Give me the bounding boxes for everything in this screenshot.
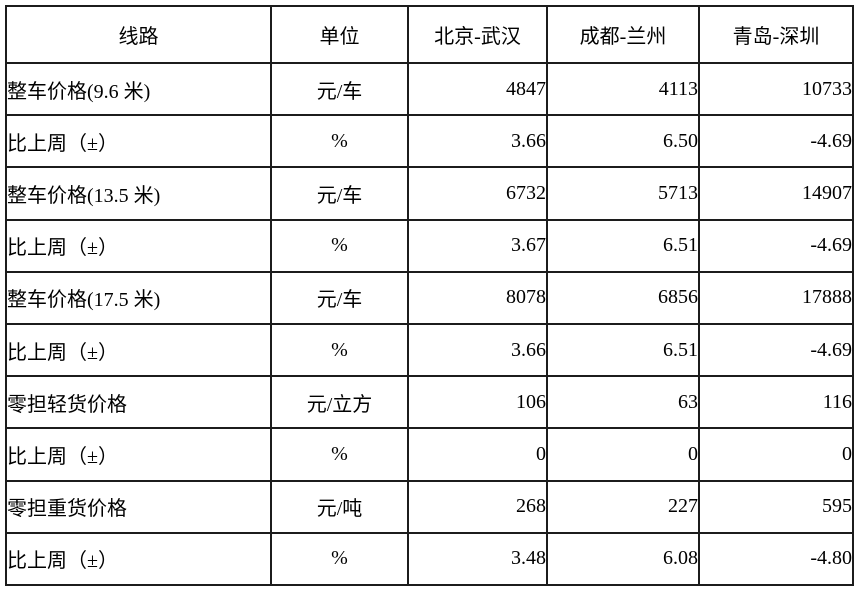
- value-chengdu-lanzhou: 4113: [546, 61, 700, 117]
- value-qingdao-shenzhen: -4.69: [698, 218, 854, 273]
- value-beijing-wuhan: 3.48: [407, 531, 548, 587]
- row-unit: 元/车: [270, 166, 409, 221]
- row-unit: %: [270, 114, 409, 169]
- row-unit: 元/车: [270, 270, 409, 325]
- row-label: 比上周（±）: [5, 427, 272, 482]
- value-beijing-wuhan: 8078: [407, 270, 548, 325]
- value-qingdao-shenzhen: -4.69: [698, 322, 854, 378]
- value-chengdu-lanzhou: 6856: [546, 270, 700, 325]
- value-beijing-wuhan: 4847: [407, 61, 548, 117]
- freight-price-table: 线路 单位 北京-武汉 成都-兰州 青岛-深圳 整车价格(9.6 米) 元/车 …: [5, 5, 854, 587]
- column-header-chengdu-lanzhou: 成都-兰州: [546, 5, 700, 64]
- value-qingdao-shenzhen: 116: [698, 375, 854, 430]
- row-unit: 元/吨: [270, 479, 409, 534]
- row-unit: %: [270, 322, 409, 378]
- row-label: 整车价格(9.6 米): [5, 61, 272, 117]
- table-row: 比上周（±） % 3.48 6.08 -4.80: [5, 531, 854, 587]
- row-label: 比上周（±）: [5, 218, 272, 273]
- table-row: 整车价格(13.5 米) 元/车 6732 5713 14907: [5, 166, 854, 221]
- value-beijing-wuhan: 106: [407, 375, 548, 430]
- row-label: 整车价格(17.5 米): [5, 270, 272, 325]
- value-chengdu-lanzhou: 63: [546, 375, 700, 430]
- row-label: 比上周（±）: [5, 114, 272, 169]
- value-qingdao-shenzhen: -4.80: [698, 531, 854, 587]
- table-row: 整车价格(17.5 米) 元/车 8078 6856 17888: [5, 270, 854, 325]
- value-qingdao-shenzhen: 595: [698, 479, 854, 534]
- row-label: 整车价格(13.5 米): [5, 166, 272, 221]
- table-row: 零担重货价格 元/吨 268 227 595: [5, 479, 854, 534]
- value-chengdu-lanzhou: 227: [546, 479, 700, 534]
- value-qingdao-shenzhen: 0: [698, 427, 854, 482]
- value-qingdao-shenzhen: 17888: [698, 270, 854, 325]
- column-header-qingdao-shenzhen: 青岛-深圳: [698, 5, 854, 64]
- value-chengdu-lanzhou: 5713: [546, 166, 700, 221]
- value-chengdu-lanzhou: 6.50: [546, 114, 700, 169]
- header-row: 线路 单位 北京-武汉 成都-兰州 青岛-深圳: [5, 5, 854, 64]
- value-beijing-wuhan: 3.66: [407, 322, 548, 378]
- row-label: 零担轻货价格: [5, 375, 272, 430]
- value-chengdu-lanzhou: 6.51: [546, 218, 700, 273]
- value-qingdao-shenzhen: 10733: [698, 61, 854, 117]
- row-unit: %: [270, 218, 409, 273]
- table-row: 比上周（±） % 3.66 6.51 -4.69: [5, 322, 854, 378]
- table-row: 比上周（±） % 3.66 6.50 -4.69: [5, 114, 854, 169]
- row-unit: %: [270, 531, 409, 587]
- row-label: 零担重货价格: [5, 479, 272, 534]
- column-header-route: 线路: [5, 5, 272, 64]
- table-row: 比上周（±） % 3.67 6.51 -4.69: [5, 218, 854, 273]
- row-unit: 元/车: [270, 61, 409, 117]
- value-chengdu-lanzhou: 0: [546, 427, 700, 482]
- value-beijing-wuhan: 3.67: [407, 218, 548, 273]
- value-chengdu-lanzhou: 6.08: [546, 531, 700, 587]
- value-beijing-wuhan: 0: [407, 427, 548, 482]
- table-row: 比上周（±） % 0 0 0: [5, 427, 854, 482]
- column-header-unit: 单位: [270, 5, 409, 64]
- row-unit: 元/立方: [270, 375, 409, 430]
- table-row: 整车价格(9.6 米) 元/车 4847 4113 10733: [5, 61, 854, 117]
- value-beijing-wuhan: 6732: [407, 166, 548, 221]
- row-label: 比上周（±）: [5, 531, 272, 587]
- value-qingdao-shenzhen: 14907: [698, 166, 854, 221]
- column-header-beijing-wuhan: 北京-武汉: [407, 5, 548, 64]
- row-unit: %: [270, 427, 409, 482]
- table-row: 零担轻货价格 元/立方 106 63 116: [5, 375, 854, 430]
- value-chengdu-lanzhou: 6.51: [546, 322, 700, 378]
- value-beijing-wuhan: 3.66: [407, 114, 548, 169]
- row-label: 比上周（±）: [5, 322, 272, 378]
- value-beijing-wuhan: 268: [407, 479, 548, 534]
- value-qingdao-shenzhen: -4.69: [698, 114, 854, 169]
